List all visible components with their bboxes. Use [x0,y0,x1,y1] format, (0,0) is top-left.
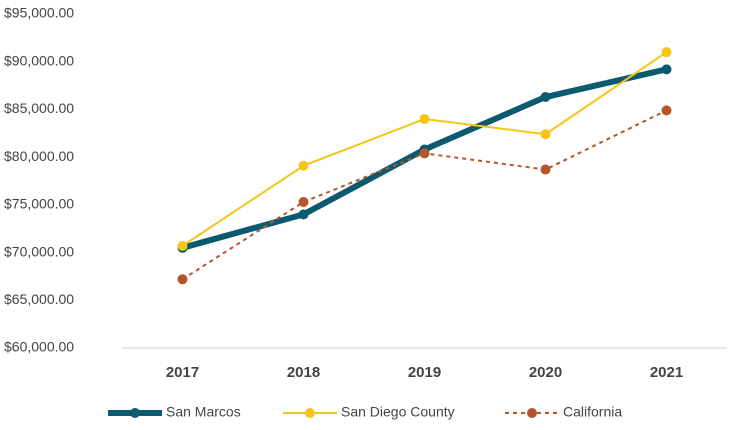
data-point [540,164,551,175]
data-point [540,129,551,140]
data-point [298,209,309,220]
y-tick-label: $60,000.00 [4,339,74,355]
series-line [181,66,668,251]
x-tick-label: 2021 [650,364,683,381]
legend-marker [527,408,537,418]
data-point [540,92,551,103]
data-point [419,113,430,124]
data-point [177,240,188,251]
x-tick-label: 2017 [166,364,199,381]
legend-label: San Diego County [341,404,455,420]
y-tick-label: $85,000.00 [4,100,74,116]
y-tick-label: $90,000.00 [4,52,74,68]
y-tick-label: $75,000.00 [4,196,74,212]
x-tick-label: 2019 [408,364,441,381]
x-tick-label: 2020 [529,364,562,381]
data-point [177,274,188,285]
x-tick-label: 2018 [287,364,320,381]
data-point [661,47,672,58]
data-point [661,105,672,116]
legend-marker [305,408,315,418]
data-point [298,196,309,207]
y-tick-label: $70,000.00 [4,243,74,259]
series-line [181,109,667,281]
data-point [419,148,430,159]
legend-marker [130,408,140,418]
y-tick-label: $65,000.00 [4,291,74,307]
data-point [298,160,309,171]
legend-label: San Marcos [166,404,241,420]
y-tick-label: $80,000.00 [4,148,74,164]
data-point [661,64,672,75]
legend-label: California [563,404,622,420]
y-tick-label: $95,000.00 [4,5,74,21]
